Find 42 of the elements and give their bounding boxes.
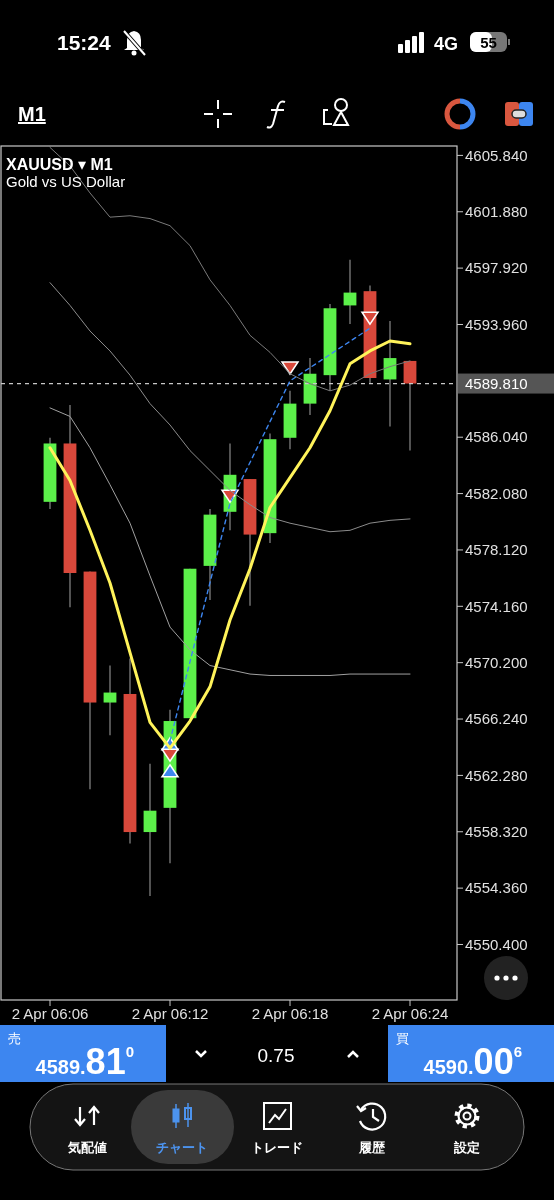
x-tick-label: 2 Apr 06:18 [251,1005,329,1022]
point [161,764,179,778]
text: 0.75 [257,1045,295,1066]
point [281,361,299,375]
y-tick-label: 4586.040 [465,428,528,446]
candlestick [143,763,157,897]
text: トレード [251,1140,303,1155]
y-tick-label: 4554.360 [465,879,528,897]
point [161,748,179,762]
text: 履歴 [358,1140,386,1155]
y-tick-label: 4566.240 [465,710,528,728]
x-tick-label: 2 Apr 06:24 [371,1005,449,1022]
text: 買 [396,1031,409,1046]
y-tick-label: 4574.160 [465,597,528,615]
y-tick-label: 4601.880 [465,203,528,221]
y-tick-label: 4562.280 [465,766,528,784]
line-series [49,282,411,533]
y-tick-label: 4593.960 [465,315,528,333]
text: Gold vs US Dollar [6,173,126,190]
text: チャート [156,1140,208,1155]
y-tick-label: 4550.400 [465,935,528,953]
y-tick-label: 4558.320 [465,823,528,841]
ref-line-label: 4589.810 [465,374,528,392]
line-series [49,407,411,676]
y-tick-label: 4597.920 [465,259,528,277]
candlestick [103,664,117,736]
y-tick-label: 4582.080 [465,484,528,502]
text: 設定 [453,1140,480,1155]
x-tick-label: 2 Apr 06:06 [11,1005,89,1022]
y-tick-label: 4605.840 [465,146,528,164]
y-tick-label: 4578.120 [465,541,528,559]
y-tick-label: 4570.200 [465,653,528,671]
point [361,311,379,325]
text: 気配値 [66,1140,107,1155]
text: XAUUSD ▾ M1 [6,156,113,173]
text: 売 [8,1031,21,1046]
text: 15:24 [57,31,112,54]
text: M1 [18,103,46,125]
text: 55 [480,34,497,51]
candlestick [403,360,417,452]
x-tick-label: 2 Apr 06:12 [131,1005,209,1022]
text: 4G [434,34,459,54]
